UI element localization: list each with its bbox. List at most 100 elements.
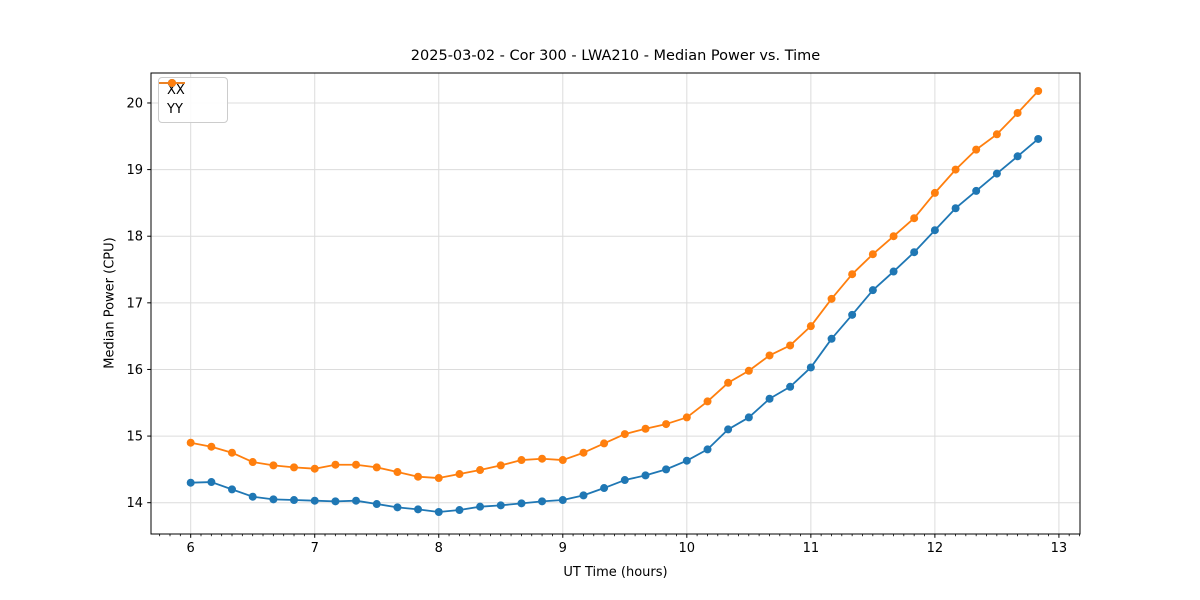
chart-title: 2025-03-02 - Cor 300 - LWA210 - Median P… xyxy=(410,48,821,64)
data-point-yy xyxy=(538,454,547,463)
x-tick-label: 11 xyxy=(803,541,820,556)
data-point-yy xyxy=(662,420,671,429)
data-point-xx xyxy=(496,501,505,510)
data-point-xx xyxy=(1013,152,1022,161)
data-point-xx xyxy=(352,496,361,505)
data-point-xx xyxy=(972,186,981,195)
data-point-yy xyxy=(682,413,691,422)
data-point-xx xyxy=(310,496,319,505)
data-point-yy xyxy=(992,130,1001,139)
data-point-xx xyxy=(558,496,567,505)
data-point-xx xyxy=(455,506,464,515)
y-tick-label: 15 xyxy=(126,430,143,445)
data-point-xx xyxy=(331,497,340,506)
data-point-yy xyxy=(930,188,939,197)
data-point-yy xyxy=(517,456,526,465)
data-point-yy xyxy=(868,250,877,259)
x-tick-label: 9 xyxy=(559,541,567,556)
data-point-yy xyxy=(827,294,836,303)
data-point-yy xyxy=(269,461,278,470)
data-point-xx xyxy=(393,503,402,512)
x-tick-label: 6 xyxy=(187,541,195,556)
data-point-xx xyxy=(227,485,236,494)
y-tick-label: 14 xyxy=(126,496,143,511)
data-point-xx xyxy=(269,495,278,504)
data-point-yy xyxy=(910,214,919,223)
data-point-xx xyxy=(538,497,547,506)
data-point-xx xyxy=(889,267,898,276)
series-line-yy xyxy=(190,90,1039,479)
data-point-xx xyxy=(827,334,836,343)
data-point-xx xyxy=(620,476,629,485)
data-point-xx xyxy=(186,478,195,487)
data-point-yy xyxy=(744,366,753,375)
y-tick-label: 17 xyxy=(126,296,143,311)
data-point-yy xyxy=(951,165,960,174)
data-point-yy xyxy=(207,442,216,451)
data-point-yy xyxy=(558,456,567,465)
x-axis-label: UT Time (hours) xyxy=(563,565,668,580)
data-point-yy xyxy=(600,439,609,448)
x-tick-label: 8 xyxy=(435,541,443,556)
data-point-xx xyxy=(476,502,485,511)
data-point-yy xyxy=(579,448,588,457)
data-point-yy xyxy=(620,430,629,439)
data-point-yy xyxy=(414,472,423,481)
legend: XX YY xyxy=(158,77,228,123)
data-point-yy xyxy=(765,351,774,360)
y-tick-label: 16 xyxy=(126,363,143,378)
data-point-xx xyxy=(868,286,877,295)
data-point-xx xyxy=(579,491,588,500)
y-tick-label: 19 xyxy=(126,163,143,178)
x-tick-label: 13 xyxy=(1051,541,1068,556)
data-point-yy xyxy=(476,466,485,475)
data-point-xx xyxy=(930,226,939,235)
data-point-yy xyxy=(889,232,898,241)
data-point-xx xyxy=(662,465,671,474)
data-point-yy xyxy=(248,458,257,467)
data-point-xx xyxy=(992,169,1001,178)
data-point-yy xyxy=(1034,86,1043,95)
data-point-xx xyxy=(786,382,795,391)
data-point-xx xyxy=(414,505,423,514)
data-point-xx xyxy=(641,471,650,480)
data-point-xx xyxy=(806,363,815,372)
data-point-xx xyxy=(248,492,257,501)
y-tick-label: 18 xyxy=(126,230,143,245)
data-point-xx xyxy=(724,425,733,434)
data-point-xx xyxy=(703,445,712,454)
data-point-yy xyxy=(496,461,505,470)
legend-line-marker-yy-icon xyxy=(159,79,185,87)
plot-border xyxy=(150,72,1081,535)
data-point-yy xyxy=(641,424,650,433)
data-point-xx xyxy=(848,310,857,319)
y-axis-label: Median Power (CPU) xyxy=(102,237,118,369)
data-point-yy xyxy=(703,397,712,406)
data-point-yy xyxy=(848,270,857,279)
x-tick-label: 12 xyxy=(927,541,944,556)
x-tick-label: 7 xyxy=(311,541,319,556)
data-point-xx xyxy=(765,394,774,403)
data-point-yy xyxy=(972,145,981,154)
data-point-yy xyxy=(352,460,361,469)
data-point-yy xyxy=(310,464,319,473)
legend-label-xx: XX xyxy=(167,83,185,98)
data-point-xx xyxy=(207,478,216,487)
data-point-xx xyxy=(910,248,919,257)
data-point-yy xyxy=(393,468,402,477)
y-tick-label: 20 xyxy=(126,96,143,111)
data-point-yy xyxy=(455,470,464,479)
data-point-yy xyxy=(331,460,340,469)
data-point-yy xyxy=(786,341,795,350)
data-point-xx xyxy=(1034,134,1043,143)
legend-entry-yy: YY xyxy=(159,79,219,119)
data-point-yy xyxy=(724,378,733,387)
data-point-yy xyxy=(372,463,381,472)
data-point-yy xyxy=(227,448,236,457)
series-line-xx xyxy=(190,138,1039,513)
data-point-yy xyxy=(1013,108,1022,117)
data-point-xx xyxy=(372,500,381,509)
data-point-yy xyxy=(434,474,443,483)
data-point-xx xyxy=(682,456,691,465)
